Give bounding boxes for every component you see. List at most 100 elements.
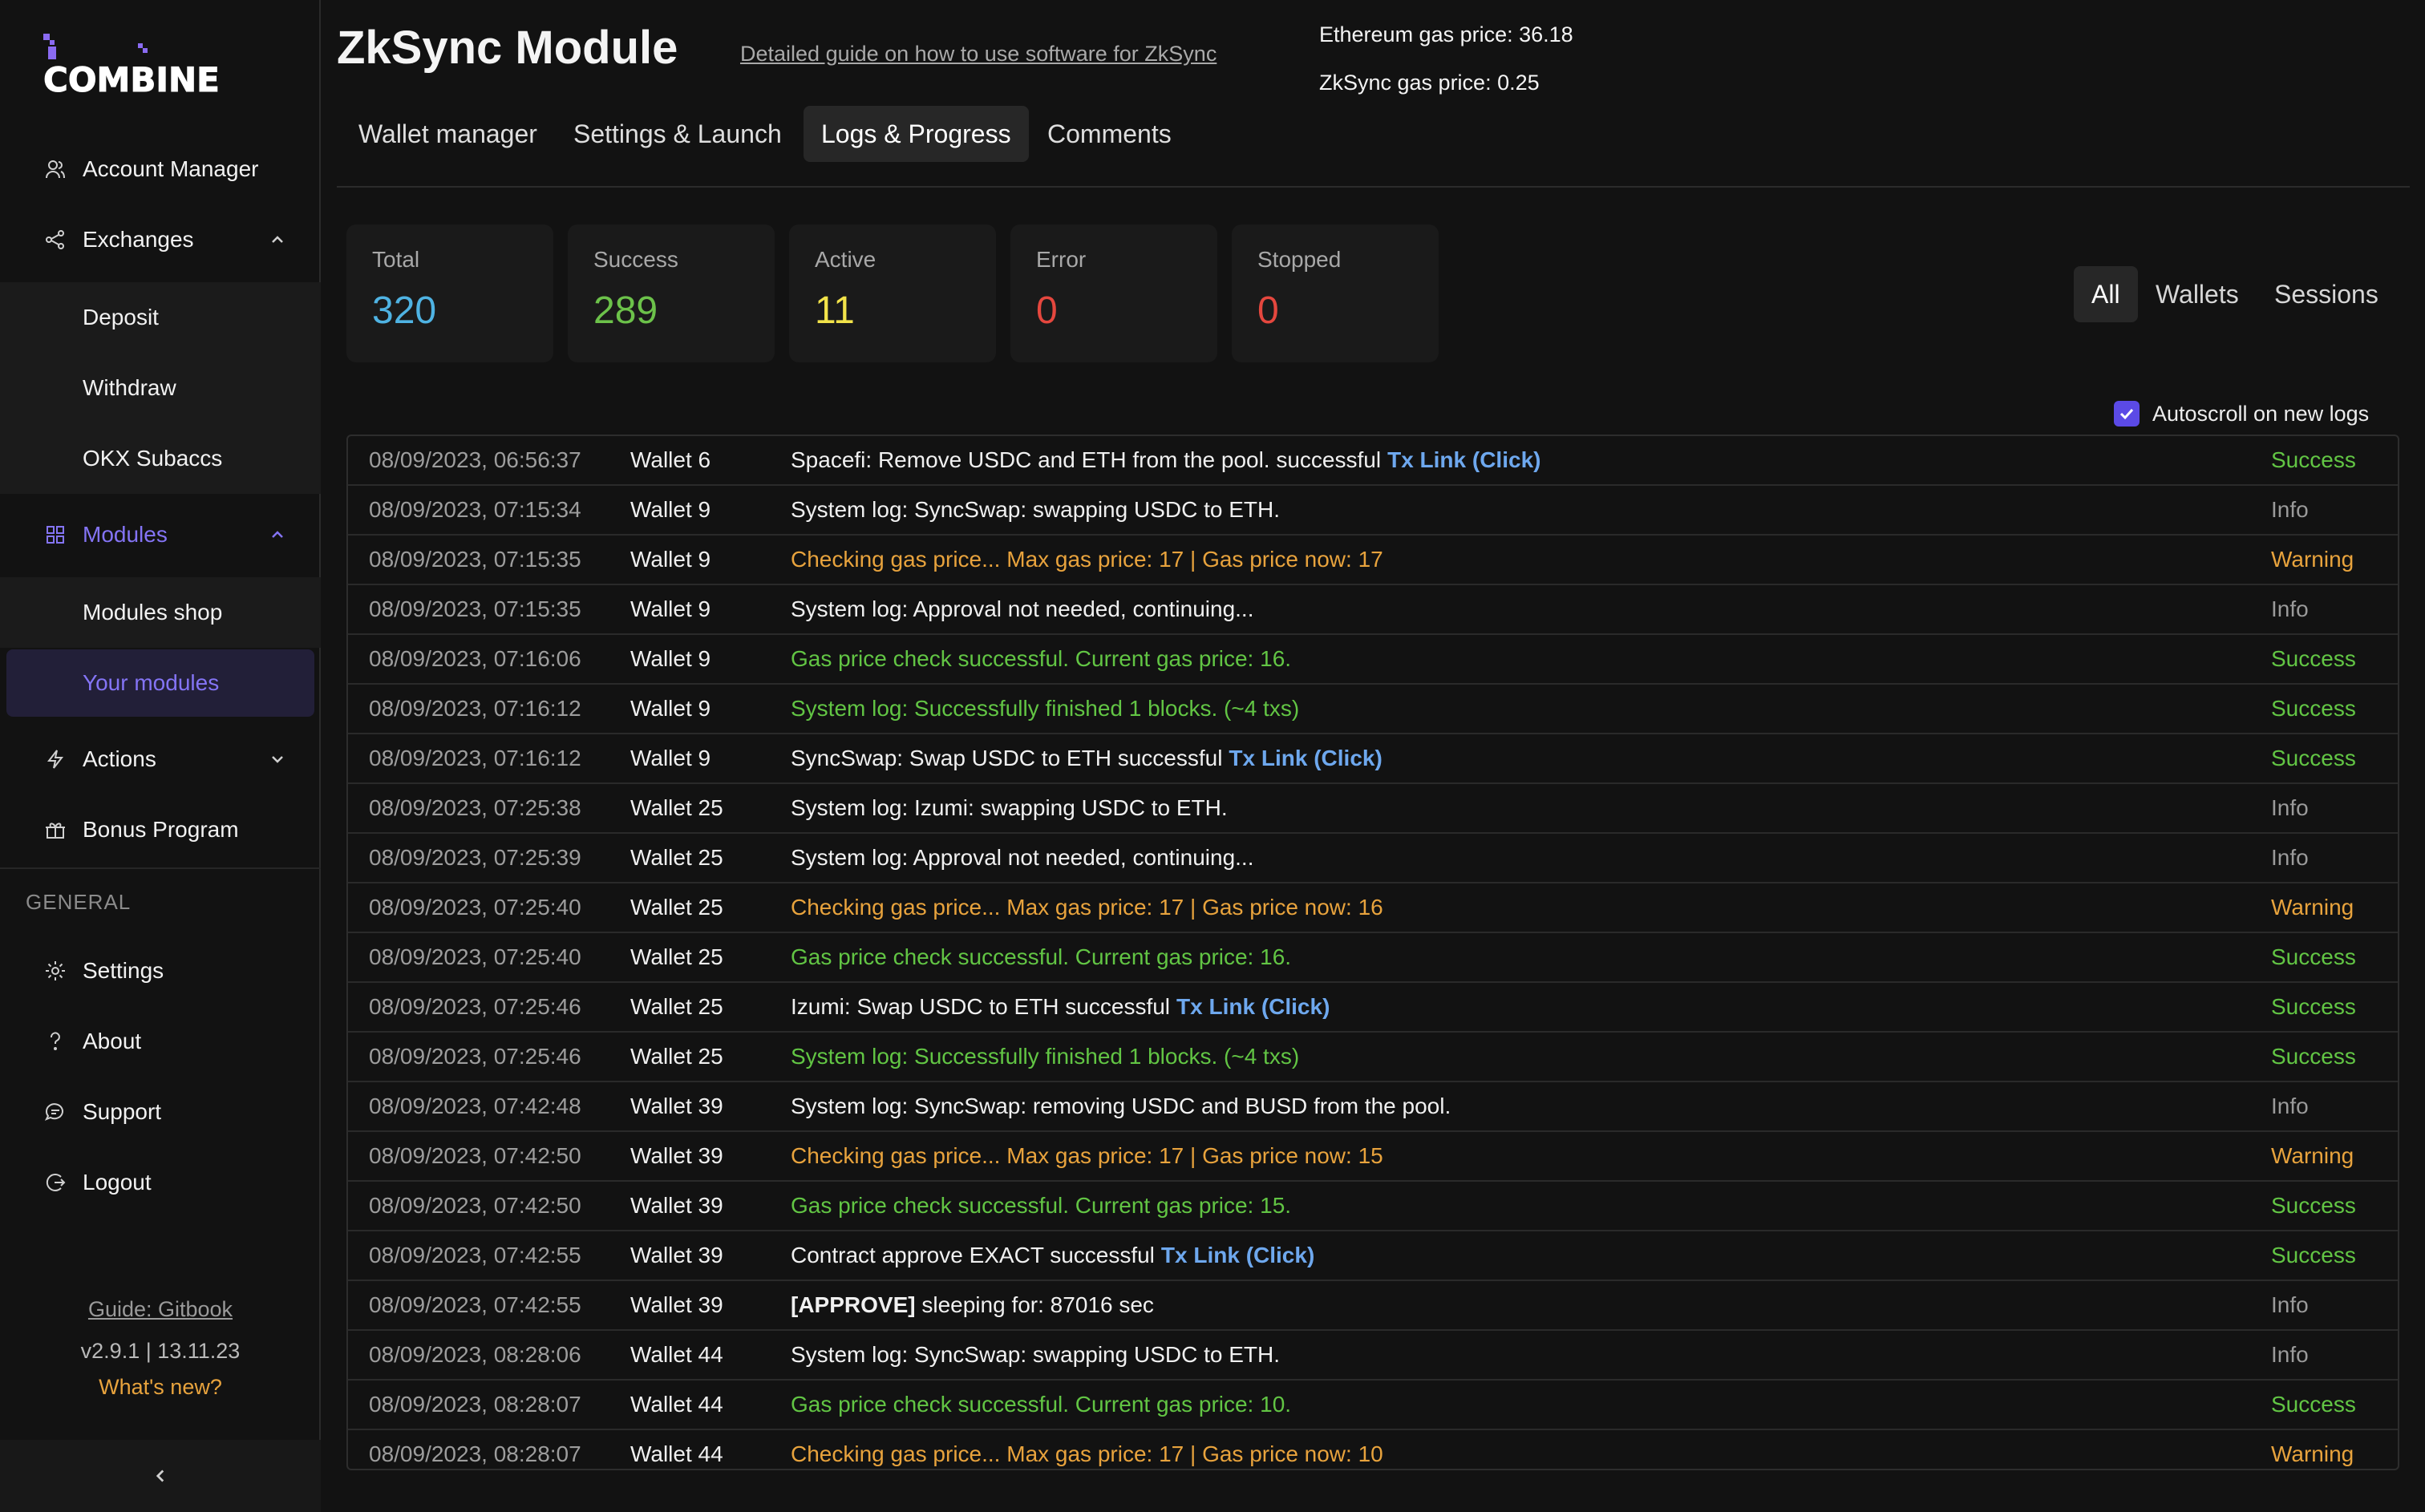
sidebar-item-deposit[interactable]: Deposit: [0, 282, 321, 353]
tab-wallet-manager[interactable]: Wallet manager: [358, 119, 537, 148]
filter-sessions[interactable]: Sessions: [2274, 279, 2378, 309]
log-status: Info: [2271, 497, 2309, 522]
sidebar-item-modules-shop[interactable]: Modules shop: [0, 577, 321, 648]
svg-text:COMBINE: COMBINE: [43, 60, 220, 96]
log-message: System log: SyncSwap: swapping USDC to E…: [791, 497, 1280, 523]
sidebar-item-label: Support: [83, 1099, 162, 1124]
gear-icon: [43, 959, 67, 983]
log-wallet: Wallet 39: [630, 1292, 723, 1317]
guide-gitbook-link[interactable]: Guide: Gitbook: [87, 1297, 233, 1321]
sidebar-item-exchanges[interactable]: Exchanges: [0, 205, 321, 274]
check-icon: [2119, 408, 2134, 420]
sidebar-item-account-manager[interactable]: Account Manager: [0, 135, 321, 204]
log-timestamp: 08/09/2023, 08:28:07: [369, 1441, 581, 1466]
chevron-down-icon: [272, 756, 283, 763]
log-message-text: System log: SyncSwap: swapping USDC to E…: [791, 1342, 1281, 1367]
log-timestamp: 08/09/2023, 07:16:12: [369, 746, 581, 770]
log-message: System log: Izumi: swapping USDC to ETH.: [791, 795, 1228, 821]
autoscroll-toggle[interactable]: Autoscroll on new logs: [2114, 401, 2369, 427]
log-message: System log: Successfully finished 1 bloc…: [791, 696, 1299, 722]
log-status: Info: [2271, 1342, 2309, 1367]
sidebar-divider: [0, 867, 321, 869]
log-wallet: Wallet 25: [630, 845, 723, 870]
tx-link[interactable]: Tx Link (Click): [1160, 1243, 1315, 1267]
sidebar-item-support[interactable]: Support: [0, 1077, 321, 1146]
log-row: 08/09/2023, 07:15:34 Wallet 9 System log: …: [348, 486, 2398, 536]
sidebar-item-your-modules[interactable]: Your modules: [6, 649, 314, 717]
zksync-guide-link[interactable]: Detailed guide on how to use software fo…: [740, 42, 1217, 66]
log-status: Warning: [2271, 547, 2354, 572]
filter-all[interactable]: All: [2074, 266, 2138, 322]
log-status: Info: [2271, 1292, 2309, 1317]
sidebar-item-withdraw[interactable]: Withdraw: [0, 353, 321, 423]
log-status: Info: [2271, 795, 2309, 820]
log-timestamp: 08/09/2023, 07:16:06: [369, 646, 581, 671]
log-timestamp: 08/09/2023, 07:42:55: [369, 1292, 581, 1317]
stat-value: 320: [372, 289, 437, 332]
log-row: 08/09/2023, 07:42:50 Wallet 39 Checking ga…: [348, 1132, 2398, 1182]
log-row: 08/09/2023, 07:16:12 Wallet 9 SyncSwap: Sw…: [348, 734, 2398, 784]
filter-wallets[interactable]: Wallets: [2156, 279, 2239, 309]
log-wallet: Wallet 9: [630, 646, 711, 671]
version-text: v2.9.1 | 13.11.23: [80, 1339, 241, 1363]
log-status: Success: [2271, 944, 2356, 969]
tab-comments[interactable]: Comments: [1047, 119, 1172, 148]
grid-icon: [43, 523, 67, 547]
sidebar: COMBINE Account Manager Exchanges Deposi…: [0, 0, 321, 1512]
share-nodes-icon: [43, 228, 67, 252]
log-timestamp: 08/09/2023, 07:42:50: [369, 1143, 581, 1168]
log-message-text: Checking gas price... Max gas price: 17 …: [791, 895, 1383, 920]
log-timestamp: 08/09/2023, 07:15:35: [369, 596, 581, 621]
sidebar-item-label: Exchanges: [83, 227, 194, 252]
log-message: Spacefi: Remove USDC and ETH from the po…: [791, 447, 1540, 473]
sidebar-item-bonus-program[interactable]: Bonus Program: [0, 795, 321, 864]
page-title: ZkSync Module: [337, 22, 678, 74]
log-wallet: Wallet 44: [630, 1441, 723, 1466]
tx-link[interactable]: Tx Link (Click): [1176, 994, 1330, 1019]
sidebar-item-okx-subaccs[interactable]: OKX Subaccs: [0, 423, 321, 494]
chevron-left-icon: [156, 1470, 164, 1482]
tx-link[interactable]: Tx Link (Click): [1229, 746, 1383, 770]
whats-new-link[interactable]: What's new?: [99, 1375, 222, 1399]
sidebar-item-label: Account Manager: [83, 156, 259, 181]
autoscroll-checkbox[interactable]: [2114, 401, 2140, 427]
log-status: Success: [2271, 1193, 2356, 1218]
sidebar-item-settings[interactable]: Settings: [0, 936, 321, 1005]
log-message: Gas price check successful. Current gas …: [791, 1392, 1291, 1417]
sidebar-item-label: Modules: [83, 522, 168, 547]
tab-logs-progress[interactable]: Logs & Progress: [804, 106, 1029, 162]
log-status: Success: [2271, 447, 2356, 472]
log-wallet: Wallet 9: [630, 696, 711, 721]
log-wallet: Wallet 44: [630, 1342, 723, 1367]
ethereum-gas-price: Ethereum gas price: 36.18: [1319, 22, 1573, 46]
log-prefix: [APPROVE]: [791, 1292, 916, 1317]
log-row: 08/09/2023, 08:28:06 Wallet 44 System log:…: [348, 1331, 2398, 1381]
log-message: Contract approve EXACT successful Tx Link…: [791, 1243, 1314, 1268]
sidebar-item-label: Withdraw: [83, 375, 176, 400]
gift-icon: [43, 818, 67, 842]
log-message: Checking gas price... Max gas price: 17 …: [791, 1143, 1383, 1169]
log-wallet: Wallet 9: [630, 547, 711, 572]
sidebar-item-about[interactable]: About: [0, 1007, 321, 1076]
sidebar-item-label: Logout: [83, 1170, 152, 1195]
tx-link[interactable]: Tx Link (Click): [1387, 447, 1541, 472]
tab-settings-launch[interactable]: Settings & Launch: [573, 119, 782, 148]
sidebar-item-modules[interactable]: Modules: [0, 500, 321, 569]
sidebar-item-label: Modules shop: [83, 600, 223, 625]
sidebar-item-actions[interactable]: Actions: [0, 725, 321, 794]
logs-table[interactable]: 08/09/2023, 06:56:37 Wallet 6 Spacefi: Rem…: [346, 435, 2399, 1470]
chat-icon: [43, 1100, 67, 1124]
log-row: 08/09/2023, 06:56:37 Wallet 6 Spacefi: Rem…: [348, 436, 2398, 486]
log-message: System log: SyncSwap: removing USDC and …: [791, 1094, 1451, 1119]
log-wallet: Wallet 25: [630, 994, 723, 1019]
log-status: Info: [2271, 845, 2309, 870]
logout-icon: [43, 1170, 67, 1195]
log-wallet: Wallet 44: [630, 1392, 723, 1417]
log-message-text: System log: Successfully finished 1 bloc…: [791, 1044, 1300, 1069]
combine-logo[interactable]: COMBINE: [40, 32, 233, 96]
collapse-sidebar-button[interactable]: [0, 1440, 321, 1512]
log-timestamp: 08/09/2023, 07:15:35: [369, 547, 581, 572]
sidebar-item-logout[interactable]: Logout: [0, 1148, 321, 1217]
log-row: 08/09/2023, 07:16:12 Wallet 9 System log: …: [348, 685, 2398, 734]
log-message: Checking gas price... Max gas price: 17 …: [791, 547, 1383, 572]
